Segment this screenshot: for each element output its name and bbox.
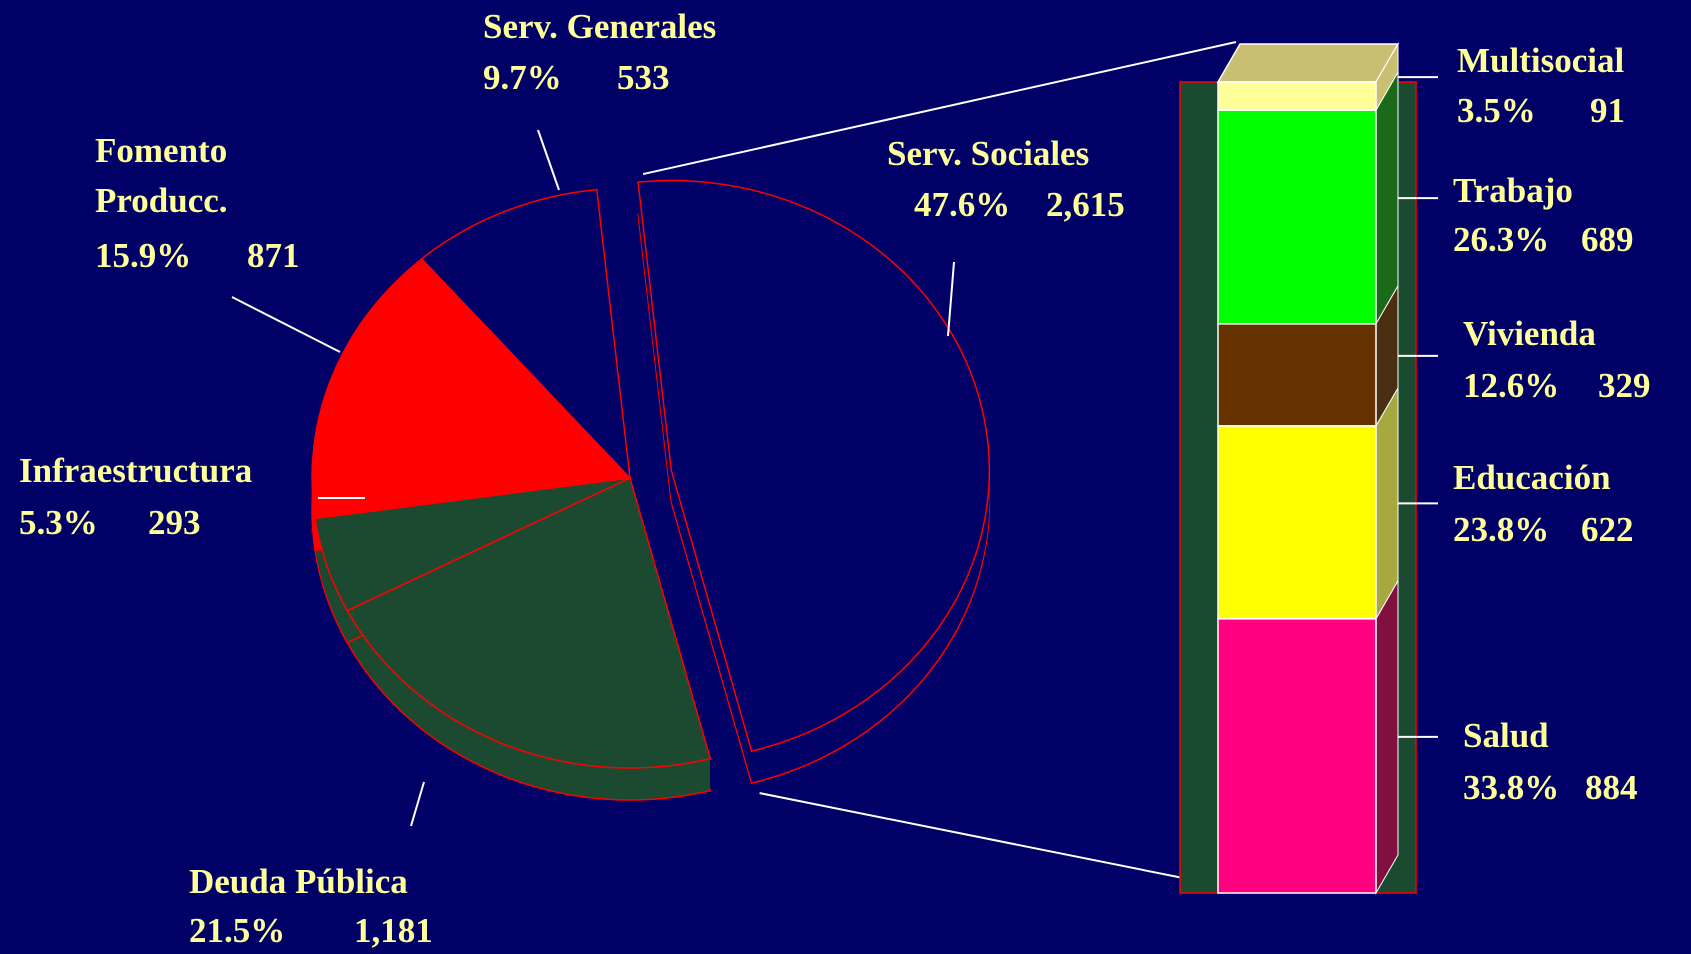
- percent-label: 21.5%: [189, 906, 285, 954]
- percent-label: 12.6%: [1463, 361, 1559, 411]
- category-label: Salud: [1463, 711, 1549, 761]
- category-label: Deuda Pública: [189, 857, 408, 907]
- category-label: Fomento Producc.: [95, 126, 295, 226]
- value-label: 884: [1585, 763, 1638, 813]
- bar-segment: [1218, 324, 1376, 426]
- percent-label: 9.7%: [483, 53, 562, 103]
- value-label: 1,181: [354, 906, 433, 954]
- bar-segment: [1218, 110, 1376, 324]
- percent-label: 47.6%: [914, 180, 1010, 230]
- percent-label: 5.3%: [19, 498, 98, 548]
- percent-label: 23.8%: [1453, 505, 1549, 555]
- value-label: 2,615: [1046, 180, 1125, 230]
- value-label: 622: [1581, 505, 1634, 555]
- value-label: 293: [148, 498, 201, 548]
- percent-label: 3.5%: [1457, 86, 1536, 136]
- bar-segment: [1218, 426, 1376, 619]
- category-label: Educación: [1453, 453, 1611, 503]
- bar-top: [1218, 44, 1398, 82]
- value-label: 329: [1598, 361, 1651, 411]
- bar-side: [1376, 72, 1398, 324]
- value-label: 689: [1581, 215, 1634, 265]
- percent-label: 33.8%: [1463, 763, 1559, 813]
- slide: Serv. Sociales47.6% 2,615 Deuda Pública21.…: [0, 0, 1691, 954]
- bar-segment: [1218, 82, 1376, 110]
- percent-label: 26.3%: [1453, 215, 1549, 265]
- value-label: 871: [247, 231, 300, 281]
- category-label: Serv. Sociales: [887, 129, 1089, 179]
- leader-line: [411, 782, 424, 826]
- bar-segment: [1218, 619, 1376, 893]
- leader-line: [948, 262, 954, 336]
- value-label: 533: [617, 53, 670, 103]
- connector-line: [760, 793, 1218, 885]
- bar-side: [1376, 388, 1398, 619]
- category-label: Trabajo: [1453, 166, 1573, 216]
- leader-line: [538, 130, 559, 190]
- category-label: Infraestructura: [19, 446, 252, 496]
- category-label: Multisocial: [1457, 36, 1624, 86]
- category-label: Serv. Generales: [483, 2, 716, 52]
- pie-slice: [638, 180, 989, 751]
- bar-side: [1376, 581, 1398, 893]
- leader-line: [232, 297, 340, 352]
- category-label: Vivienda: [1463, 309, 1596, 359]
- percent-label: 15.9%: [95, 231, 191, 281]
- value-label: 91: [1590, 86, 1625, 136]
